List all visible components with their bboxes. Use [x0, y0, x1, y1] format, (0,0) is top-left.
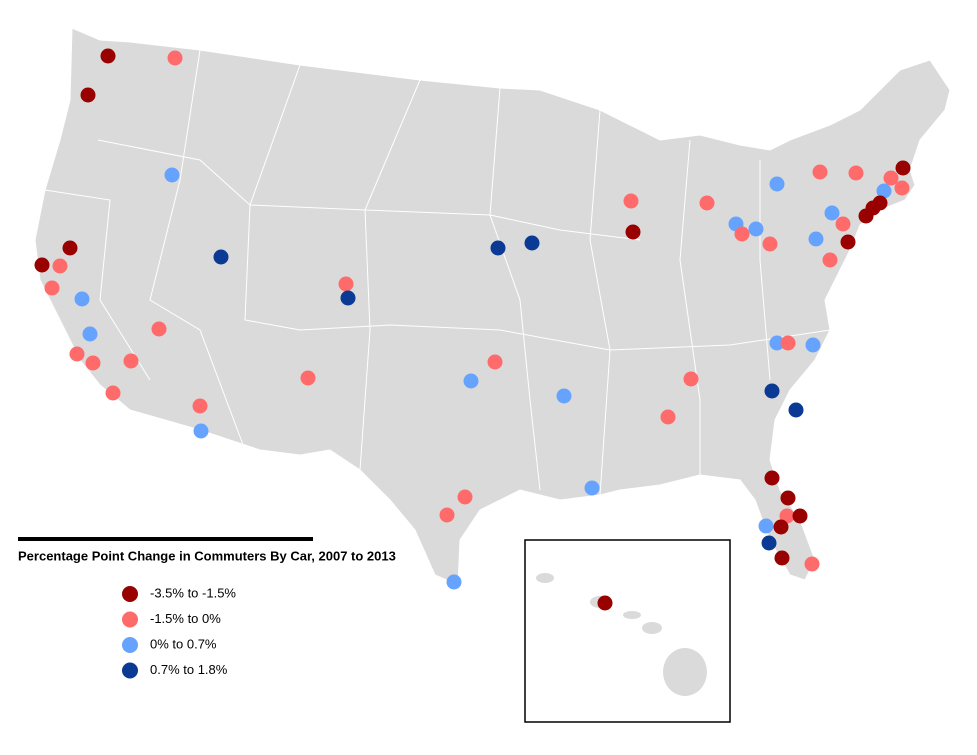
- city-dot: [52, 258, 68, 274]
- city-dots: [34, 48, 911, 611]
- us-outline: [34, 27, 951, 586]
- city-dot: [490, 240, 506, 256]
- city-dot: [123, 353, 139, 369]
- city-dot: [824, 205, 840, 221]
- city-dot: [487, 354, 503, 370]
- city-dot: [193, 423, 209, 439]
- city-dot: [151, 321, 167, 337]
- city-dot: [167, 50, 183, 66]
- hawaii-islands: [536, 573, 707, 696]
- city-dot: [769, 335, 785, 351]
- city-dot: [105, 385, 121, 401]
- city-dot: [192, 398, 208, 414]
- city-dot: [848, 165, 864, 181]
- city-dot: [762, 236, 778, 252]
- city-dot: [774, 550, 790, 566]
- city-dot: [883, 170, 899, 186]
- city-dot: [597, 595, 613, 611]
- city-dot: [584, 480, 600, 496]
- city-dot: [761, 535, 777, 551]
- city-dot: [788, 402, 804, 418]
- city-dot: [792, 508, 808, 524]
- city-dot: [683, 371, 699, 387]
- city-dot: [835, 216, 851, 232]
- city-dot: [44, 280, 60, 296]
- city-dot: [773, 519, 789, 535]
- city-dot: [74, 291, 90, 307]
- city-dot: [660, 409, 676, 425]
- legend-title: Percentage Point Change in Commuters By …: [18, 548, 396, 563]
- city-dot: [748, 221, 764, 237]
- city-dot: [338, 276, 354, 292]
- legend-swatch: [122, 637, 138, 653]
- city-dot: [34, 257, 50, 273]
- city-dot: [779, 508, 795, 524]
- city-dot: [446, 574, 462, 590]
- city-dot: [85, 355, 101, 371]
- city-dot: [758, 518, 774, 534]
- city-dot: [457, 489, 473, 505]
- legend-swatch: [122, 662, 138, 679]
- city-dot: [623, 193, 639, 209]
- city-dot: [213, 249, 229, 265]
- city-dot: [895, 160, 911, 176]
- city-dot: [62, 240, 78, 256]
- city-dot: [69, 346, 85, 362]
- city-dot: [780, 335, 796, 351]
- city-dot: [164, 167, 180, 183]
- city-dot: [894, 180, 910, 196]
- city-dot: [780, 490, 796, 506]
- legend-swatch: [122, 586, 138, 602]
- city-dot: [524, 235, 540, 251]
- city-dot: [764, 470, 780, 486]
- city-dot: [556, 388, 572, 404]
- legend-label: 0.7% to 1.8%: [150, 662, 228, 677]
- city-dot: [463, 373, 479, 389]
- city-dot: [100, 48, 116, 64]
- city-dot: [876, 183, 892, 199]
- hawaii-inset: [524, 539, 731, 723]
- legend: -3.5% to -1.5% -1.5% to 0% 0% to 0.7% 0.7% …: [122, 585, 236, 679]
- city-dot: [858, 208, 874, 224]
- city-dot: [625, 224, 641, 240]
- city-dot: [439, 507, 455, 523]
- city-dot: [805, 337, 821, 353]
- city-dot: [699, 195, 715, 211]
- state-borders: [44, 49, 831, 496]
- city-dot: [80, 87, 96, 103]
- city-dot: [764, 383, 780, 399]
- city-dot: [812, 164, 828, 180]
- city-dot: [769, 176, 785, 192]
- city-dot: [840, 234, 856, 250]
- legend-label: 0% to 0.7%: [150, 636, 217, 651]
- city-dot: [82, 326, 98, 342]
- legend-label: -1.5% to 0%: [150, 611, 221, 626]
- city-dot: [300, 370, 316, 386]
- city-dot: [734, 226, 750, 242]
- city-dot: [822, 252, 838, 268]
- city-dot: [804, 556, 820, 572]
- legend-label: -3.5% to -1.5%: [150, 585, 236, 600]
- city-dot: [340, 290, 356, 306]
- legend-swatch: [122, 611, 138, 628]
- city-dot: [808, 231, 824, 247]
